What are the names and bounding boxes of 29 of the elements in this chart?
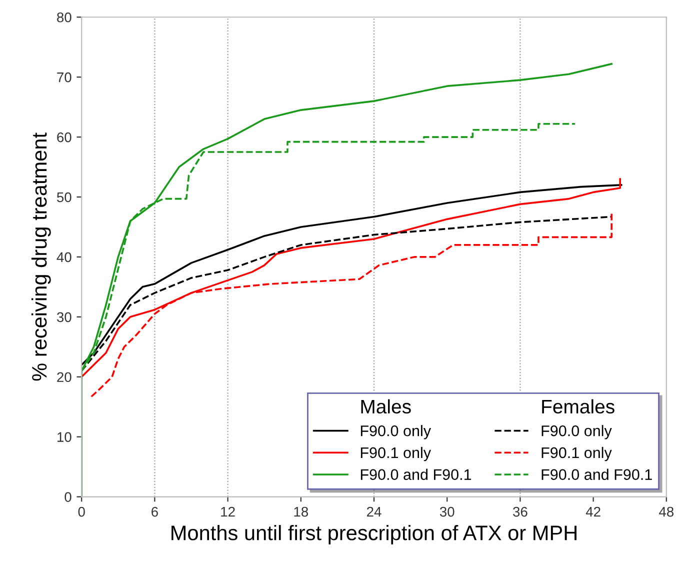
x-tick-label: 48 [658, 506, 674, 517]
x-tick-label: 30 [440, 506, 454, 517]
y-tick-label: 50 [56, 192, 72, 202]
x-tick-label: 6 [152, 506, 158, 517]
legend-label: F90.0 and F90.1 [360, 468, 472, 480]
y-tick-label: 70 [57, 72, 72, 82]
x-tick-label: 18 [294, 506, 308, 517]
annotation: Males [361, 399, 411, 414]
x-tick-label: 24 [366, 506, 382, 517]
y-tick-label: 30 [56, 312, 72, 322]
y-tick-label: 20 [57, 372, 72, 382]
y-tick-label: 80 [57, 12, 72, 22]
x-tick-label: 36 [513, 506, 528, 517]
annotation: Females [542, 399, 614, 414]
legend-label: F90.0 and F90.1 [542, 468, 652, 480]
legend-label: F90.1 only [360, 446, 432, 462]
legend-label: F90.0 only [360, 425, 432, 440]
y-axis-title: % receiving drug treatment [31, 132, 51, 381]
x-tick-label: 42 [586, 506, 600, 517]
x-axis-title: Months until first prescription of ATX or MPH [172, 524, 576, 544]
legend-label: F90.1 only [542, 446, 612, 462]
y-tick-label: 40 [56, 252, 72, 262]
y-tick-label: 60 [57, 132, 72, 142]
y-tick-label: 0 [64, 492, 72, 502]
legend-label: F90.0 only [542, 425, 612, 440]
x-tick-label: 0 [78, 506, 85, 517]
y-tick-label: 10 [57, 432, 72, 442]
line-series [82, 62, 612, 497]
x-tick-label: 12 [221, 506, 235, 517]
